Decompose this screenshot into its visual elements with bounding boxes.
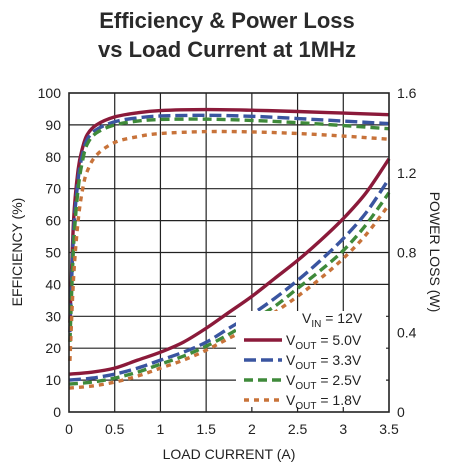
plot-frame bbox=[68, 92, 390, 413]
x-tick-label: 3.5 bbox=[379, 421, 399, 437]
y-left-tick-label: 20 bbox=[45, 340, 61, 356]
efficiency-line-series-3 bbox=[68, 117, 390, 342]
series-lines bbox=[68, 107, 391, 390]
y-right-tick-label: 1.6 bbox=[397, 85, 417, 101]
legend-entry-label-4: VOUT = 1.8V bbox=[286, 392, 362, 412]
legend-entry-label-2: VOUT = 3.3V bbox=[286, 352, 362, 372]
x-tick-label: 3 bbox=[339, 421, 347, 437]
chart-title-line2: vs Load Current at 1MHz bbox=[98, 37, 356, 62]
y-left-tick-label: 60 bbox=[45, 213, 61, 229]
y-right-tick-label: 0 bbox=[397, 404, 405, 420]
x-tick-label: 0.5 bbox=[105, 421, 125, 437]
legend-vin-label: VIN = 12V bbox=[302, 310, 363, 330]
power-loss-line-series-1 bbox=[68, 157, 391, 376]
y-axis-label-right: POWER LOSS (W) bbox=[427, 192, 443, 313]
legend-entry-label-3: VOUT = 2.5V bbox=[286, 372, 362, 392]
efficiency-line-series-1 bbox=[68, 107, 390, 323]
x-tick-label: 2.5 bbox=[288, 421, 308, 437]
y-left-tick-label: 30 bbox=[45, 308, 61, 324]
power-loss-line-series-4 bbox=[68, 203, 391, 390]
y-left-tick-label: 70 bbox=[45, 181, 61, 197]
x-axis-label: LOAD CURRENT (A) bbox=[163, 446, 296, 462]
y-left-tick-label: 50 bbox=[45, 245, 61, 261]
y-left-tick-label: 40 bbox=[45, 276, 61, 292]
y-left-tick-label: 80 bbox=[45, 149, 61, 165]
tick-labels: 0 0.5 1 1.5 2 2.5 3 3.5010203040506070809010000… bbox=[38, 85, 417, 437]
x-tick-label: 1.5 bbox=[196, 421, 216, 437]
efficiency-line-series-4 bbox=[68, 129, 390, 362]
y-left-tick-label: 100 bbox=[38, 85, 62, 101]
power-loss-line-series-2 bbox=[68, 177, 391, 382]
y-left-tick-label: 90 bbox=[45, 117, 61, 133]
chart-title-line1: Efficiency & Power Loss bbox=[99, 8, 355, 33]
x-tick-label: 1 bbox=[157, 421, 165, 437]
y-right-tick-label: 0.4 bbox=[397, 324, 417, 340]
y-right-tick-label: 0.8 bbox=[397, 245, 417, 261]
x-tick-label: 2 bbox=[248, 421, 256, 437]
y-axis-label-left: EFFICIENCY (%) bbox=[9, 198, 25, 307]
y-left-tick-label: 10 bbox=[45, 372, 61, 388]
y-left-tick-label: 0 bbox=[53, 404, 61, 420]
legend-entry-label-1: VOUT = 5.0V bbox=[286, 332, 362, 352]
y-right-tick-label: 1.2 bbox=[397, 165, 417, 181]
x-tick-label: 0 bbox=[65, 421, 73, 437]
power-loss-line-series-3 bbox=[68, 191, 391, 386]
efficiency-line-series-2 bbox=[68, 113, 390, 333]
